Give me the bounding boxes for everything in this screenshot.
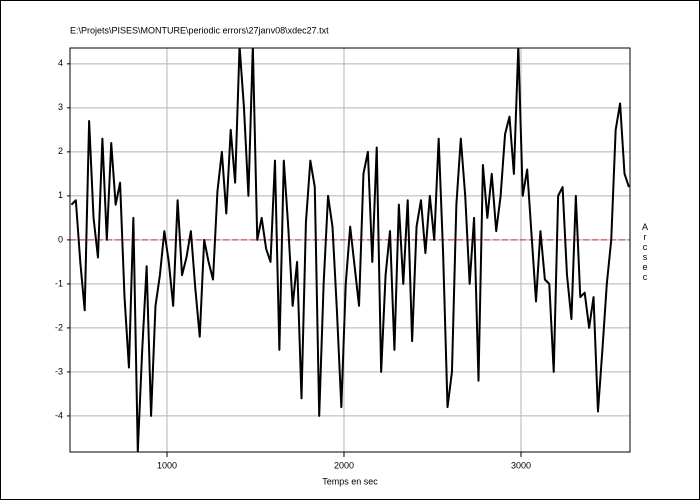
y-tick-label: 4 xyxy=(58,58,63,68)
y-tick-label: 0 xyxy=(58,234,63,244)
chart-title: E:\Projets\PISES\MONTURE\periodic errors… xyxy=(70,25,329,35)
x-tick-label: 2000 xyxy=(334,460,354,470)
y-tick-label: 1 xyxy=(58,190,63,200)
x-tick-label: 3000 xyxy=(511,460,531,470)
plot-frame xyxy=(69,47,631,453)
x-tick-label: 1000 xyxy=(157,460,177,470)
y-tick-label: -2 xyxy=(55,322,63,332)
y-tick-label: 3 xyxy=(58,102,63,112)
y-tick-label: -1 xyxy=(55,278,63,288)
y-tick-label: -3 xyxy=(55,366,63,376)
y-tick-label: 2 xyxy=(58,146,63,156)
y-tick-label: -4 xyxy=(55,410,63,420)
plot-layer xyxy=(70,48,630,452)
data-line xyxy=(70,48,630,452)
x-axis-label: Temps en sec xyxy=(322,476,378,486)
